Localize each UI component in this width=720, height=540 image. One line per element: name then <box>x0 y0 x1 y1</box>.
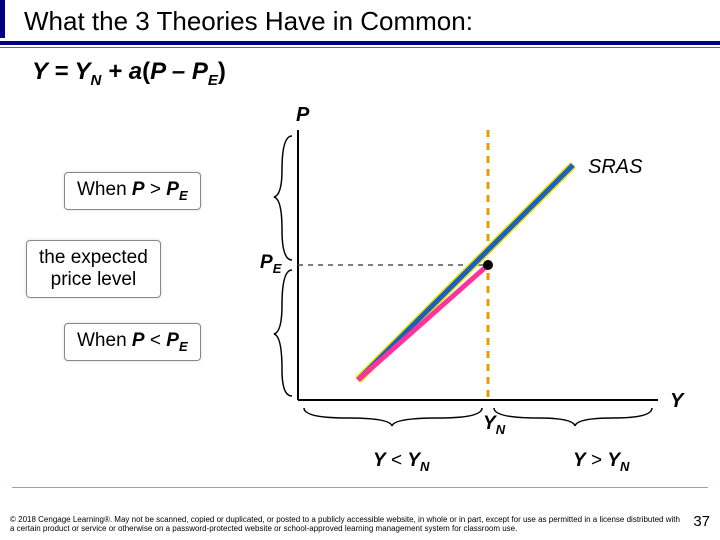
label-y-gt-yn: Y > YN <box>573 450 629 474</box>
title-underline <box>0 41 720 45</box>
label-when-p-gt-pe: When P > PE <box>64 172 201 210</box>
label-y-lt-yn: Y < YN <box>373 450 429 474</box>
footer-rule <box>12 487 708 488</box>
slide-title: What the 3 Theories Have in Common: <box>0 0 720 41</box>
equation: Y = YN + a(P – PE) <box>24 56 234 91</box>
label-expected-price-level: the expected price level <box>26 240 161 298</box>
chart-svg <box>238 110 678 450</box>
title-underline-thin <box>0 47 720 48</box>
copyright-footer: © 2018 Cengage Learning®. May not be sca… <box>10 515 680 534</box>
label-when-p-lt-pe: When P < PE <box>64 323 201 361</box>
page-number: 37 <box>693 513 710 530</box>
chart-area: When P > PE the expected price level Whe… <box>8 110 708 480</box>
